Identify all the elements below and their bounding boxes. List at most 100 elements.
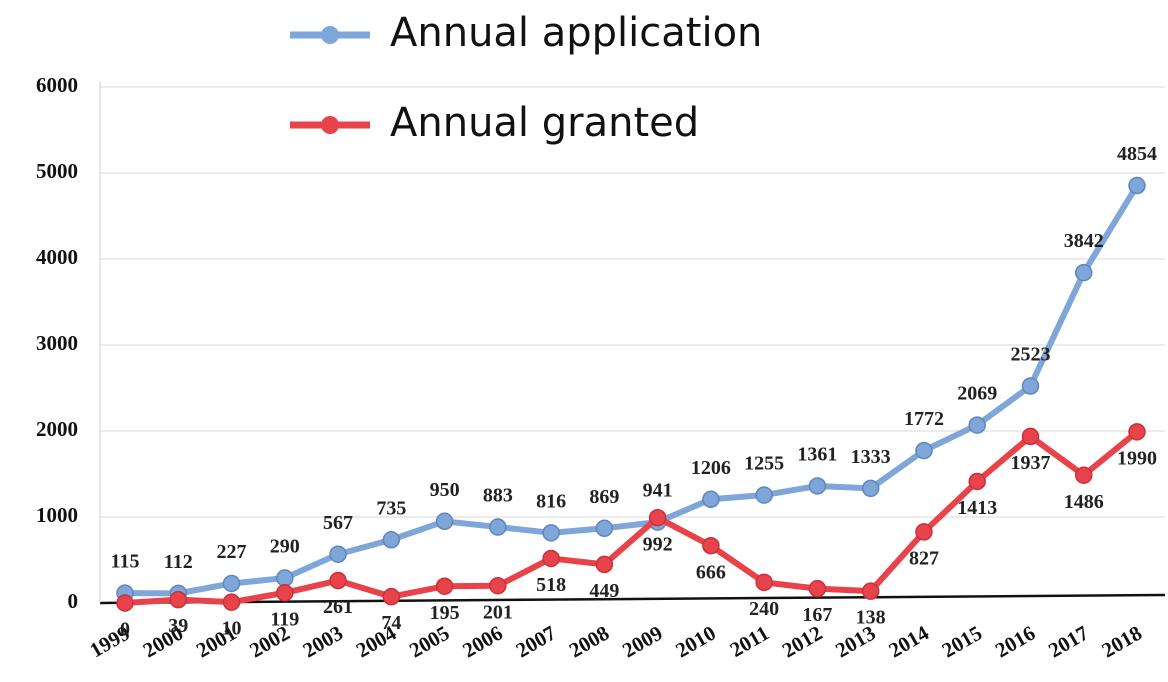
y-tick-label: 3000	[36, 331, 78, 355]
data-label: 869	[589, 486, 619, 508]
x-tick-label: 2015	[938, 621, 986, 663]
x-tick-label: 2009	[618, 621, 666, 663]
point	[489, 576, 507, 595]
data-label: 1486	[1064, 491, 1104, 513]
data-label: 112	[164, 551, 193, 573]
x-tick-label: 2003	[299, 621, 347, 663]
data-label: 0	[120, 619, 130, 641]
point	[276, 584, 294, 602]
data-label: 1772	[904, 408, 944, 430]
point	[222, 593, 241, 611]
x-tick-label: 2008	[565, 621, 613, 663]
point	[329, 545, 347, 563]
y-tick-label: 4000	[36, 245, 78, 269]
point	[1074, 263, 1093, 282]
data-label: 115	[111, 551, 140, 573]
point	[382, 587, 401, 606]
point	[435, 512, 454, 531]
point	[968, 472, 986, 491]
data-label: 567	[323, 512, 353, 534]
point	[915, 441, 933, 460]
data-label: 1361	[797, 444, 837, 466]
data-label: 240	[749, 598, 779, 620]
point	[1021, 427, 1040, 446]
point	[755, 573, 773, 592]
data-label: 1990	[1117, 447, 1157, 469]
data-label: 827	[909, 547, 939, 569]
point	[755, 486, 773, 504]
data-label: 666	[696, 561, 726, 583]
point	[169, 590, 188, 609]
x-tick-label: 2017	[1044, 621, 1092, 663]
data-label: 1413	[957, 497, 997, 519]
x-tick-label: 2010	[671, 621, 719, 663]
point	[702, 536, 720, 555]
y-tick-label: 2000	[36, 417, 78, 441]
point	[222, 574, 241, 593]
data-label: 1255	[744, 453, 784, 475]
data-label: 4854	[1117, 143, 1157, 165]
data-label: 992	[643, 533, 673, 555]
point	[808, 477, 827, 495]
point	[329, 571, 347, 590]
point	[702, 490, 720, 509]
x-tick-label: 2016	[991, 621, 1039, 663]
data-label: 195	[430, 602, 460, 624]
x-tick-label: 2018	[1098, 621, 1146, 663]
point	[1128, 176, 1146, 195]
legend-label: Annual application	[390, 10, 762, 56]
data-label: 950	[430, 479, 460, 501]
data-label: 449	[589, 580, 619, 602]
point	[435, 577, 454, 595]
point	[1074, 466, 1093, 484]
x-tick-label: 2006	[458, 621, 506, 663]
x-tick-label: 2007	[512, 621, 560, 663]
point	[648, 508, 667, 527]
data-label: 227	[217, 541, 247, 563]
data-label: 290	[270, 536, 300, 558]
data-label: 39	[168, 615, 188, 637]
point	[808, 579, 827, 598]
data-label: 138	[856, 607, 886, 629]
x-tick-label: 2012	[778, 621, 826, 663]
point	[968, 416, 986, 434]
point	[1021, 377, 1040, 395]
point	[1128, 423, 1146, 441]
legend-marker	[321, 116, 339, 134]
data-label: 1937	[1010, 452, 1050, 474]
point	[542, 524, 560, 542]
point	[861, 582, 880, 600]
data-label: 735	[376, 497, 406, 519]
data-label: 1333	[851, 446, 891, 468]
data-label: 261	[323, 596, 353, 618]
series-line	[124, 429, 1139, 606]
series-line	[124, 183, 1140, 597]
x-axis	[99, 593, 1166, 605]
data-label: 74	[381, 612, 401, 634]
y-tick-label: 1000	[36, 503, 78, 527]
x-tick-label: 2011	[726, 621, 773, 662]
point	[595, 519, 614, 538]
point	[861, 479, 880, 498]
data-label: 119	[270, 608, 299, 630]
data-label: 941	[643, 480, 673, 502]
data-label: 518	[536, 574, 566, 596]
data-label: 3842	[1064, 230, 1104, 252]
y-tick-label: 5000	[36, 159, 78, 183]
point	[489, 518, 507, 536]
x-tick-label: 2014	[884, 620, 933, 662]
data-label: 883	[483, 485, 513, 507]
data-label: 10	[222, 618, 242, 640]
point	[382, 531, 401, 549]
data-label: 2523	[1010, 344, 1050, 366]
point	[595, 555, 614, 574]
data-label: 1206	[691, 457, 731, 479]
point	[542, 549, 560, 568]
data-label: 2069	[957, 383, 997, 405]
x-tick-label: 2005	[405, 621, 453, 663]
legend-marker	[321, 26, 339, 44]
point	[276, 569, 294, 587]
point	[915, 523, 933, 541]
data-label: 816	[536, 490, 566, 512]
